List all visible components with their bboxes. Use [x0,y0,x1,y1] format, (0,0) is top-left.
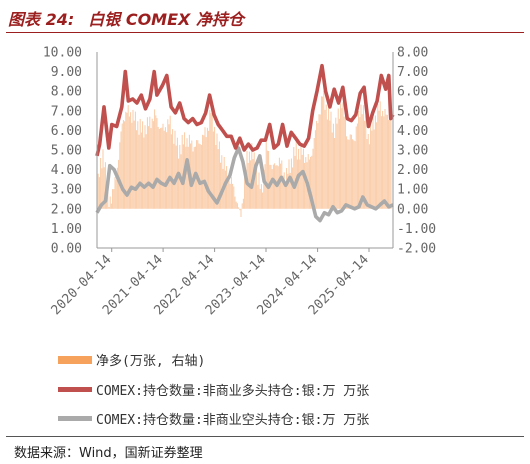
legend-label-net-long: 净多(万张, 右轴) [96,354,206,369]
left-tick-label-4: 6.00 [51,124,82,139]
right-tick-label-6: 2.00 [397,163,428,178]
right-tick-label-4: 4.00 [397,124,428,139]
series-line-short [95,146,394,223]
legend-item-net-long: 净多(万张, 右轴) [58,350,205,369]
legend-swatch-short [58,416,92,421]
right-tick-label-2: 6.00 [397,85,428,100]
source-note: 数据来源：Wind，国新证券整理 [14,446,203,461]
legend-label-short: COMEX:持仓数量:非商业空头持仓:银:万 万张 [96,413,370,428]
left-tick-label-8: 2.00 [51,202,82,217]
legend-item-long: COMEX:持仓数量:非商业多头持仓:银:万 万张 [58,380,369,399]
figure-title: 图表 24: 白银 COMEX 净持仓 [8,6,244,30]
axis-layer [96,52,394,249]
left-tick-label-10: 0.00 [51,242,82,257]
right-tick-label-1: 7.00 [397,65,428,80]
right-tick-label-3: 5.00 [397,104,428,119]
left-tick-label-9: 1.00 [51,222,82,237]
chart-area: 10.00 9.00 8.00 7.00 6.00 5.00 4.00 3.00 2.00 1.0… [43,46,436,319]
area-layer [96,90,392,217]
left-axis-ticks: 10.00 9.00 8.00 7.00 6.00 5.00 4.00 3.00 2.00 1.0… [43,46,82,257]
right-axis-ticks: 8.00 7.00 6.00 5.00 4.00 3.00 2.00 1.00 0.00 -1.0… [397,46,436,257]
figure-label: 图表 24: [8,10,75,29]
right-tick-label-5: 3.00 [397,144,428,159]
source-rule [6,436,524,437]
series-line-long [95,63,395,157]
right-tick-label-8: 0.00 [397,202,428,217]
figure-title-text: 白银 COMEX 净持仓 [88,10,244,29]
legend-swatch-long [58,387,92,392]
right-tick-label-9: -1.00 [397,222,436,237]
right-tick-label-0: 8.00 [397,46,428,61]
legend-label-long: COMEX:持仓数量:非商业多头持仓:银:万 万张 [96,384,370,399]
left-tick-label-2: 8.00 [51,85,82,100]
legend-swatch-net-long [58,355,92,364]
left-tick-label-7: 3.00 [51,183,82,198]
left-tick-label-3: 7.00 [51,104,82,119]
right-tick-label-10: -2.00 [397,242,436,257]
line-layer [95,63,395,223]
left-tick-label-6: 4.00 [51,163,82,178]
left-tick-label-1: 9.00 [51,65,82,80]
title-rule [6,32,524,33]
left-tick-label-0: 10.00 [43,46,82,61]
left-tick-label-5: 5.00 [51,144,82,159]
x-axis-ticks: 2020-04-142021-04-142022-04-142023-04-14… [49,248,372,318]
legend-item-short: COMEX:持仓数量:非商业空头持仓:银:万 万张 [58,409,369,428]
right-tick-label-7: 1.00 [397,183,428,198]
